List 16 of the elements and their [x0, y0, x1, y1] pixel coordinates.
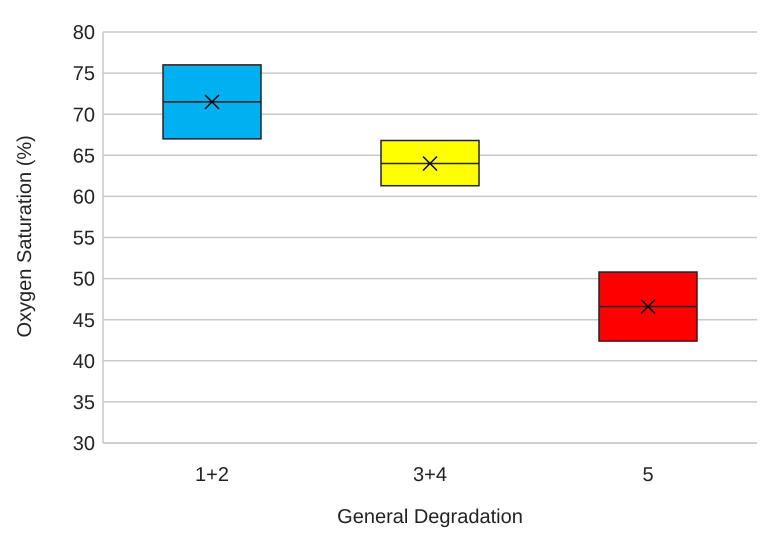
y-tick-label: 50 — [72, 268, 95, 291]
y-tick-label: 55 — [72, 228, 95, 250]
y-tick-label: 65 — [72, 145, 95, 168]
y-tick-label: 30 — [72, 433, 95, 456]
y-axis-title: Oxygen Saturation (%) — [14, 135, 36, 338]
y-tick-label: 75 — [72, 63, 95, 86]
x-tick-label: 3+4 — [413, 464, 447, 486]
y-tick-label: 80 — [72, 22, 95, 44]
y-tick-label: 35 — [72, 392, 95, 414]
y-tick-label: 40 — [72, 350, 95, 373]
x-tick-label: 5 — [642, 464, 654, 486]
y-tick-label: 45 — [72, 310, 95, 332]
y-tick-label: 70 — [72, 104, 95, 126]
y-tick-label: 60 — [72, 186, 95, 208]
x-axis-title: General Degradation — [337, 506, 523, 528]
x-tick-label: 1+2 — [195, 464, 229, 486]
